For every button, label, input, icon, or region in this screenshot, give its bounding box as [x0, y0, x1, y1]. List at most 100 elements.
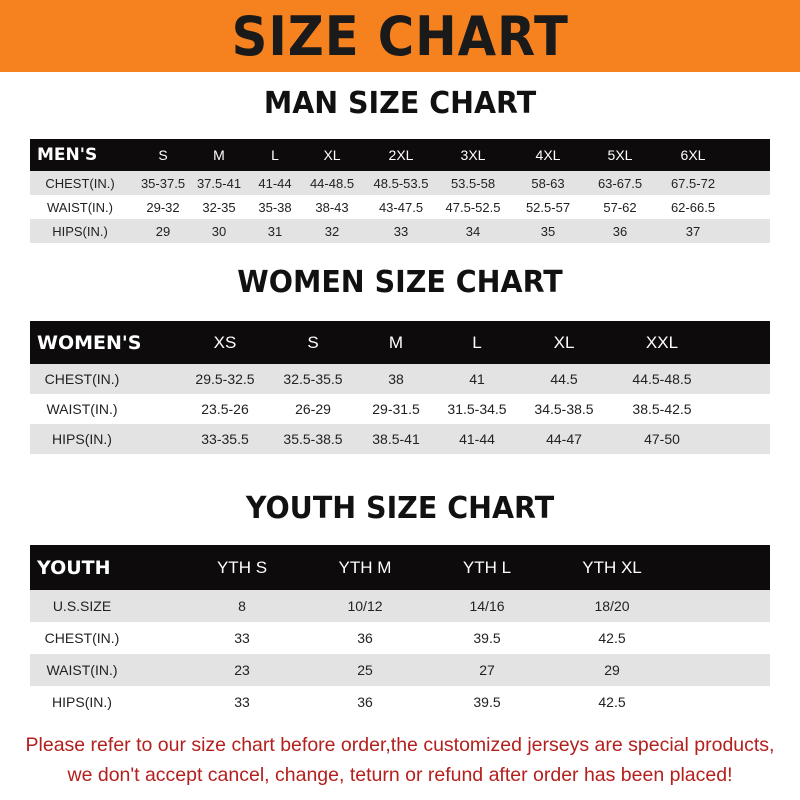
table-cell: 33	[393, 223, 409, 239]
table-cell: 41	[469, 371, 485, 387]
table-cell: 34	[465, 223, 481, 239]
size-header-cell: XL	[323, 147, 341, 163]
size-header-cell: YTH M	[338, 557, 392, 577]
table-cell: 26-29	[295, 401, 331, 417]
women-header-label: WOMEN'S	[37, 331, 142, 354]
table-cell: 38.5-42.5	[632, 401, 692, 417]
table-cell: 30	[211, 223, 227, 239]
size-header-cell: XS	[213, 332, 237, 352]
size-header-cell: 3XL	[460, 147, 486, 163]
table-cell: 35-37.5	[140, 175, 186, 191]
size-header-cell: 4XL	[535, 147, 561, 163]
table-cell: 47.5-52.5	[445, 199, 501, 215]
table-cell: 52.5-57	[525, 199, 571, 215]
table-cell: 43-47.5	[378, 199, 424, 215]
table-row: CHEST(IN.) 35-37.5 37.5-41 41-44 44-48.5 48.5…	[30, 171, 770, 195]
table-cell: 36	[612, 223, 628, 239]
table-cell: 14/16	[469, 598, 505, 614]
table-cell: 67.5-72	[670, 175, 716, 191]
table-row: WAIST(IN.) 23 25 27 29	[30, 654, 770, 686]
men-header-row: MEN'S S M L XL 2XL 3XL 4XL 5XL 6XL	[30, 139, 770, 171]
table-cell: 35	[540, 223, 556, 239]
size-header-cell: M	[388, 332, 404, 352]
row-label: U.S.SIZE	[52, 598, 112, 614]
row-label: HIPS(IN.)	[52, 431, 112, 447]
table-cell: 29.5-32.5	[195, 371, 255, 387]
table-cell: 35-38	[258, 199, 292, 215]
size-header-cell: L	[472, 332, 482, 352]
table-cell: 47-50	[644, 431, 680, 447]
table-row: HIPS(IN.) 29 30 31 32 33 34 35 36 37	[30, 219, 770, 243]
table-cell: 23.5-26	[201, 401, 249, 417]
row-label: WAIST(IN.)	[47, 199, 113, 215]
table-cell: 31	[267, 223, 283, 239]
table-cell: 37	[685, 223, 701, 239]
women-header-row: WOMEN'S XS S M L XL XXL	[30, 321, 770, 364]
table-cell: 33	[234, 694, 250, 710]
size-header-cell: S	[158, 147, 168, 163]
size-header-cell: M	[213, 147, 225, 163]
table-row: WAIST(IN.) 29-32 32-35 35-38 38-43 43-47.5 47.…	[30, 195, 770, 219]
table-row: WAIST(IN.) 23.5-26 26-29 29-31.5 31.5-34.5 34…	[30, 394, 770, 424]
table-cell: 29-31.5	[372, 401, 420, 417]
row-label: WAIST(IN.)	[46, 662, 118, 678]
table-cell: 32	[324, 223, 340, 239]
table-cell: 53.5-58	[450, 175, 496, 191]
table-cell: 48.5-53.5	[373, 175, 429, 191]
row-label: WAIST(IN.)	[46, 401, 118, 417]
table-cell: 38-43	[315, 199, 349, 215]
table-cell: 10/12	[347, 598, 383, 614]
women-size-table: WOMEN'S XS S M L XL XXL CHEST(IN.) 29.5-32.5 32.5…	[30, 321, 770, 454]
men-header-label: MEN'S	[37, 145, 98, 165]
table-cell: 29-32	[146, 199, 180, 215]
row-label: CHEST(IN.)	[44, 630, 120, 646]
size-header-cell: 2XL	[388, 147, 414, 163]
table-cell: 37.5-41	[196, 175, 242, 191]
footer-notice-line-2: we don't accept cancel, change, teturn o…	[67, 764, 733, 786]
table-cell: 34.5-38.5	[534, 401, 594, 417]
youth-header-row: YOUTH YTH S YTH M YTH L YTH XL	[30, 545, 770, 590]
table-cell: 33-35.5	[201, 431, 249, 447]
table-cell: 44-47	[546, 431, 582, 447]
table-cell: 23	[234, 662, 250, 678]
size-header-cell: L	[271, 147, 279, 163]
table-cell: 38	[388, 371, 404, 387]
youth-header-label: YOUTH	[37, 556, 111, 579]
table-cell: 39.5	[473, 630, 501, 646]
table-row: U.S.SIZE 8 10/12 14/16 18/20	[30, 590, 770, 622]
table-cell: 18/20	[594, 598, 630, 614]
table-cell: 42.5	[598, 694, 626, 710]
row-label: CHEST(IN.)	[45, 175, 115, 191]
size-header-cell: YTH L	[462, 557, 512, 577]
table-cell: 44.5	[550, 371, 578, 387]
table-row: HIPS(IN.) 33 36 39.5 42.5	[30, 686, 770, 718]
table-cell: 29	[604, 662, 620, 678]
table-cell: 57-62	[603, 199, 637, 215]
youth-size-table: YOUTH YTH S YTH M YTH L YTH XL U.S.SIZE 8 10/12…	[30, 545, 770, 718]
size-header-cell: S	[307, 332, 319, 352]
table-cell: 8	[238, 598, 246, 614]
table-cell: 27	[479, 662, 495, 678]
size-header-cell: YTH XL	[582, 557, 642, 577]
table-cell: 25	[357, 662, 373, 678]
table-cell: 36	[357, 630, 373, 646]
row-label: HIPS(IN.)	[52, 694, 112, 710]
table-row: CHEST(IN.) 33 36 39.5 42.5	[30, 622, 770, 654]
table-cell: 32.5-35.5	[283, 371, 343, 387]
men-section-title: MAN SIZE CHART	[263, 86, 537, 121]
banner-title: SIZE CHART	[231, 4, 569, 68]
table-cell: 31.5-34.5	[447, 401, 507, 417]
size-header-cell: 5XL	[607, 147, 633, 163]
youth-section-title: YOUTH SIZE CHART	[245, 491, 555, 526]
footer-notice-line-1: Please refer to our size chart before or…	[25, 734, 775, 756]
table-cell: 41-44	[459, 431, 495, 447]
table-row: HIPS(IN.) 33-35.5 35.5-38.5 38.5-41 41-44 44-…	[30, 424, 770, 454]
table-cell: 38.5-41	[372, 431, 420, 447]
table-cell: 39.5	[473, 694, 501, 710]
table-row: CHEST(IN.) 29.5-32.5 32.5-35.5 38 41 44.5 44.5…	[30, 364, 770, 394]
table-cell: 32-35	[202, 199, 236, 215]
size-header-cell: YTH S	[216, 557, 268, 577]
size-chart-banner: SIZE CHART	[0, 0, 800, 72]
size-header-cell: XXL	[645, 332, 679, 352]
row-label: CHEST(IN.)	[44, 371, 120, 387]
